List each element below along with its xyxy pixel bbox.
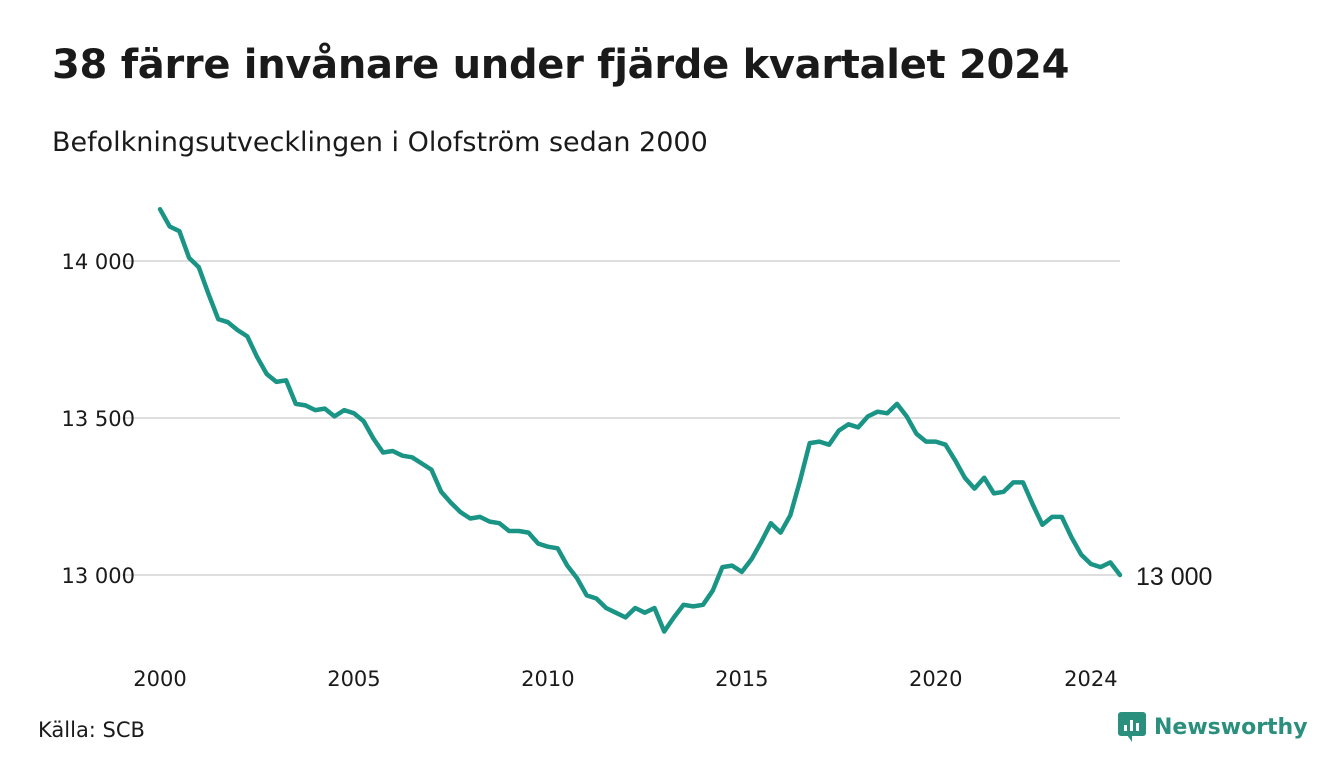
source-note: Källa: SCB: [38, 718, 145, 742]
y-tick-label: 13 500: [62, 407, 135, 431]
newsworthy-logo-icon: [1118, 712, 1146, 742]
x-tick-label: 2020: [909, 667, 962, 691]
y-axis-tick-labels: 13 000 13 500 14 000: [62, 250, 135, 588]
x-tick-label: 2015: [715, 667, 768, 691]
chart-subtitle: Befolkningsutvecklingen i Olofström seda…: [52, 127, 708, 158]
x-axis-tick-labels: 2000 2005 2010 2015 2020 2024: [133, 667, 1117, 691]
series-line: [157, 206, 1123, 634]
x-tick-label: 2005: [327, 667, 380, 691]
chart-title: 38 färre invånare under fjärde kvartalet…: [52, 42, 1070, 88]
brand-logo: Newsworthy: [1118, 712, 1308, 742]
x-tick-label: 2024: [1064, 667, 1117, 691]
end-label-group: 13 000: [1136, 563, 1212, 591]
series-group: [157, 206, 1123, 634]
y-tick-label: 14 000: [62, 250, 135, 274]
gridlines: [122, 260, 1120, 576]
x-tick-label: 2000: [133, 667, 186, 691]
brand-name: Newsworthy: [1154, 714, 1308, 740]
y-tick-label: 13 000: [62, 564, 135, 588]
x-tick-label: 2010: [521, 667, 574, 691]
end-value-label: 13 000: [1136, 563, 1212, 591]
